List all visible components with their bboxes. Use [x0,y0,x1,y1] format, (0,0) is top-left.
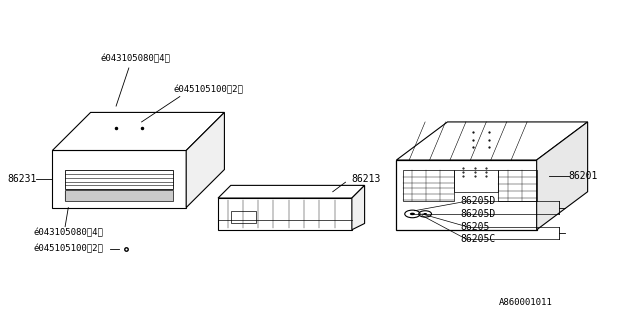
Text: A860001011: A860001011 [499,298,552,307]
Bar [499,170,537,201]
Bar [52,150,186,208]
Bar [396,160,537,230]
Bar [231,211,256,223]
Circle shape [410,213,415,215]
Text: é045105100（2）: é045105100（2） [173,86,243,95]
Circle shape [423,213,427,215]
Text: 86205D: 86205D [460,196,495,206]
Bar [65,170,173,188]
Text: 86213: 86213 [352,174,381,184]
Text: 86205: 86205 [460,222,490,232]
Polygon shape [186,112,225,208]
Text: é043105080（4）: é043105080（4） [33,228,103,237]
Bar [65,190,173,201]
Polygon shape [52,112,225,150]
Bar [454,170,499,192]
Polygon shape [218,185,365,198]
Text: 86205C: 86205C [460,234,495,244]
Text: é043105080（4）: é043105080（4） [100,54,170,63]
Text: 86201: 86201 [568,171,598,181]
Bar [218,198,352,230]
Polygon shape [352,185,365,230]
Polygon shape [396,122,588,160]
Bar [403,170,454,201]
Text: é045105100（2）: é045105100（2） [33,244,103,253]
Polygon shape [537,122,588,230]
Text: 86231: 86231 [8,174,37,184]
Text: 86205D: 86205D [460,209,495,219]
